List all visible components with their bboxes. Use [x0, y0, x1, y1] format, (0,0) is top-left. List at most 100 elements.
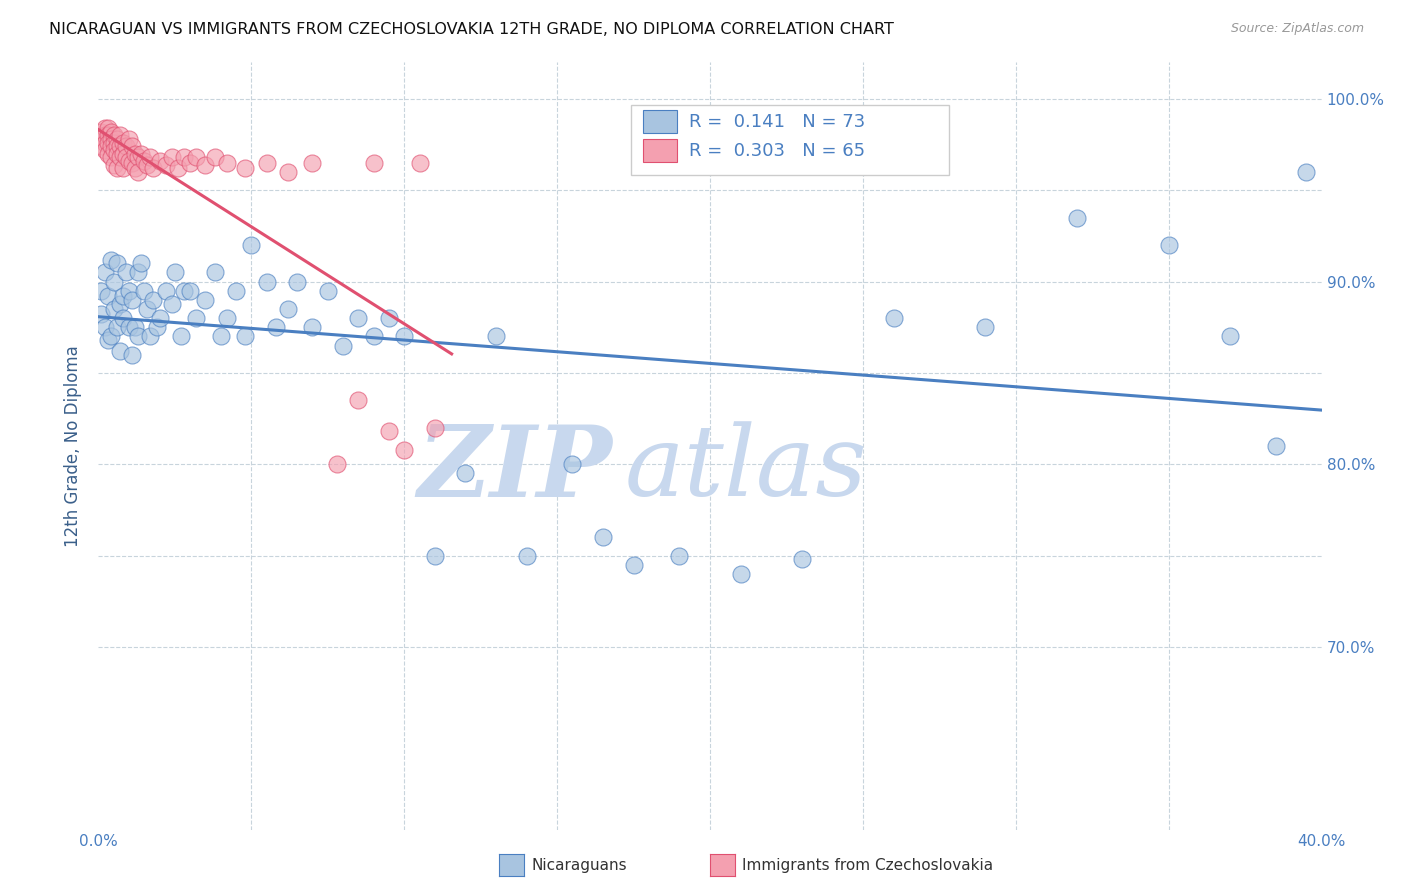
Point — [121, 348, 143, 362]
Point — [97, 289, 120, 303]
Point — [129, 146, 152, 161]
Point — [100, 150, 122, 164]
Point — [127, 150, 149, 164]
Point — [301, 156, 323, 170]
Point — [378, 311, 401, 326]
Point — [127, 329, 149, 343]
Text: Immigrants from Czechoslovakia: Immigrants from Czechoslovakia — [742, 858, 994, 872]
Point — [90, 284, 112, 298]
Point — [93, 320, 115, 334]
Point — [179, 284, 201, 298]
Point — [93, 143, 115, 157]
Point — [173, 284, 195, 298]
Text: R =  0.303   N = 65: R = 0.303 N = 65 — [689, 142, 865, 160]
Point — [103, 275, 125, 289]
Point — [90, 139, 112, 153]
Point — [215, 311, 238, 326]
Point — [108, 128, 131, 143]
Point — [115, 139, 138, 153]
Point — [209, 329, 232, 343]
Point — [186, 311, 208, 326]
Point — [103, 301, 125, 316]
Point — [118, 284, 141, 298]
Point — [100, 329, 122, 343]
Point — [108, 344, 131, 359]
Point — [105, 139, 128, 153]
Point — [167, 161, 190, 176]
Point — [118, 132, 141, 146]
Point — [277, 301, 299, 316]
Point — [790, 552, 813, 566]
Point — [139, 150, 162, 164]
Point — [93, 128, 115, 143]
Point — [145, 320, 167, 334]
Point — [93, 265, 115, 279]
Y-axis label: 12th Grade, No Diploma: 12th Grade, No Diploma — [65, 345, 83, 547]
Point — [423, 549, 446, 563]
Point — [139, 329, 162, 343]
Point — [149, 154, 172, 169]
Point — [97, 128, 120, 143]
Point — [392, 329, 416, 343]
Point — [233, 329, 256, 343]
Point — [115, 265, 138, 279]
Point — [316, 284, 339, 298]
Point — [225, 284, 247, 298]
Point — [332, 338, 354, 352]
Point — [103, 158, 125, 172]
Point — [347, 311, 370, 326]
Point — [129, 256, 152, 270]
Point — [105, 320, 128, 334]
Point — [90, 132, 112, 146]
Point — [100, 252, 122, 267]
Point — [108, 150, 131, 164]
Point — [194, 158, 217, 172]
Text: R =  0.141   N = 73: R = 0.141 N = 73 — [689, 112, 866, 130]
Point — [103, 136, 125, 150]
Point — [127, 265, 149, 279]
Point — [127, 165, 149, 179]
Point — [124, 320, 146, 334]
Point — [160, 296, 183, 310]
Point — [142, 161, 165, 176]
Text: NICARAGUAN VS IMMIGRANTS FROM CZECHOSLOVAKIA 12TH GRADE, NO DIPLOMA CORRELATION : NICARAGUAN VS IMMIGRANTS FROM CZECHOSLOV… — [49, 22, 894, 37]
Point — [111, 289, 134, 303]
Point — [111, 161, 134, 176]
Point — [204, 265, 226, 279]
Point — [118, 320, 141, 334]
Point — [105, 132, 128, 146]
Point — [668, 549, 690, 563]
Point — [623, 558, 645, 572]
Point — [204, 150, 226, 164]
Point — [103, 143, 125, 157]
Point — [233, 161, 256, 176]
Point — [179, 156, 201, 170]
Point — [454, 467, 477, 481]
Point — [97, 333, 120, 347]
Point — [883, 311, 905, 326]
Point — [1219, 329, 1241, 343]
Point — [516, 549, 538, 563]
Point — [160, 150, 183, 164]
Point — [285, 275, 308, 289]
Point — [408, 156, 430, 170]
Point — [97, 121, 120, 136]
Point — [301, 320, 323, 334]
Point — [194, 293, 217, 307]
Point — [592, 530, 614, 544]
Point — [256, 156, 278, 170]
Point — [1264, 439, 1286, 453]
FancyBboxPatch shape — [630, 104, 949, 175]
FancyBboxPatch shape — [643, 139, 678, 162]
Point — [111, 146, 134, 161]
Point — [149, 311, 172, 326]
Point — [134, 154, 156, 169]
Text: Source: ZipAtlas.com: Source: ZipAtlas.com — [1230, 22, 1364, 36]
Point — [485, 329, 508, 343]
Point — [240, 238, 263, 252]
Point — [561, 457, 583, 471]
Point — [142, 293, 165, 307]
Point — [173, 150, 195, 164]
Point — [93, 136, 115, 150]
Point — [163, 265, 186, 279]
